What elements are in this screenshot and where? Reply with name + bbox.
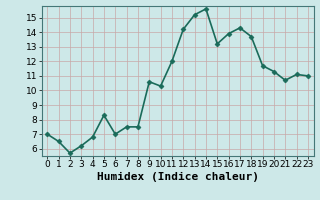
X-axis label: Humidex (Indice chaleur): Humidex (Indice chaleur) <box>97 172 259 182</box>
